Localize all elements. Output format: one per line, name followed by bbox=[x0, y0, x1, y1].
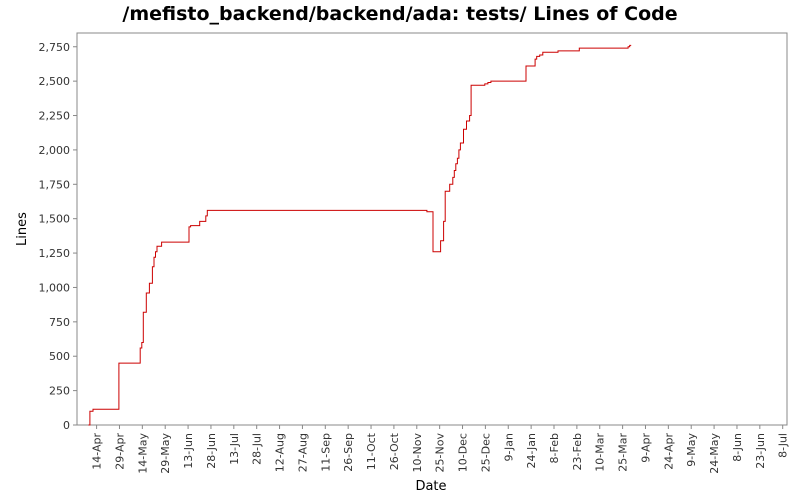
x-tick-label: 10-Mar bbox=[594, 433, 607, 472]
y-tick-label: 0 bbox=[63, 419, 70, 432]
x-tick-label: 9-Jan bbox=[502, 433, 515, 462]
y-tick-label: 1,250 bbox=[39, 247, 71, 260]
y-tick-label: 1,000 bbox=[39, 281, 71, 294]
x-tick-label: 14-May bbox=[136, 433, 149, 474]
y-tick-label: 500 bbox=[49, 350, 70, 363]
y-axis-label: Lines bbox=[15, 212, 30, 246]
x-tick-label: 11-Sep bbox=[319, 433, 332, 472]
x-tick-label: 27-Aug bbox=[296, 433, 309, 472]
plot-area bbox=[76, 32, 788, 426]
y-tick-label: 250 bbox=[49, 385, 70, 398]
y-tick-label: 2,750 bbox=[39, 41, 71, 54]
x-tick-label: 28-Jun bbox=[205, 433, 218, 469]
x-tick-label: 14-Apr bbox=[91, 433, 104, 470]
y-axis: 0 250 500 750 1,000 1,250 1,500 1,750 2,000 2,250… bbox=[39, 41, 77, 432]
x-tick-label: 28-Jul bbox=[251, 433, 264, 465]
x-tick-label: 23-Jun bbox=[754, 433, 767, 469]
x-tick-label: 25-Nov bbox=[434, 433, 447, 473]
x-tick-label: 10-Dec bbox=[457, 433, 470, 472]
x-tick-label: 11-Oct bbox=[365, 432, 378, 470]
x-tick-label: 9-Apr bbox=[639, 433, 652, 463]
x-tick-label: 25-Mar bbox=[617, 433, 630, 472]
x-tick-label: 10-Nov bbox=[411, 433, 424, 473]
x-tick-label: 29-May bbox=[159, 433, 172, 474]
x-tick-label: 24-Jan bbox=[525, 433, 538, 469]
x-tick-label: 29-Apr bbox=[113, 433, 126, 470]
x-tick-label: 26-Sep bbox=[342, 433, 355, 472]
x-tick-label: 24-May bbox=[708, 433, 721, 474]
y-tick-label: 2,500 bbox=[39, 75, 71, 88]
x-tick-label: 25-Dec bbox=[479, 433, 492, 472]
x-axis: 14-Apr 29-Apr 14-May 29-May 13-Jun 28-Jun 13-J… bbox=[91, 425, 790, 474]
series-line bbox=[88, 44, 632, 426]
x-tick-label: 13-Jul bbox=[228, 433, 241, 465]
chart-title: /mefisto_backend/backend/ada: tests/ Lin… bbox=[122, 3, 678, 25]
x-tick-label: 12-Aug bbox=[274, 433, 287, 472]
y-tick-label: 2,000 bbox=[39, 144, 71, 157]
x-tick-label: 23-Feb bbox=[571, 433, 584, 470]
y-tick-label: 1,500 bbox=[39, 213, 71, 226]
x-axis-label: Date bbox=[415, 479, 446, 494]
y-tick-label: 2,250 bbox=[39, 110, 71, 123]
y-tick-label: 750 bbox=[49, 316, 70, 329]
x-tick-label: 9-May bbox=[685, 433, 698, 467]
x-tick-label: 24-Apr bbox=[662, 433, 675, 470]
y-tick-label: 1,750 bbox=[39, 178, 71, 191]
x-tick-label: 8-Jun bbox=[731, 433, 744, 462]
x-tick-label: 8-Feb bbox=[548, 433, 561, 463]
x-tick-label: 13-Jun bbox=[182, 433, 195, 469]
x-tick-label: 26-Oct bbox=[388, 432, 401, 470]
x-tick-label: 8-Jul bbox=[777, 433, 790, 458]
